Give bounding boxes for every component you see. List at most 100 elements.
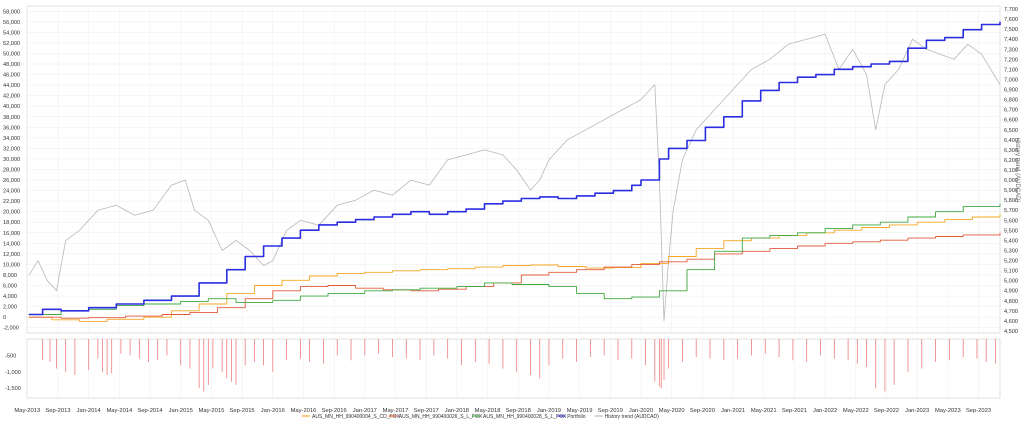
left-tick-label: 14,000 — [3, 241, 20, 247]
left-tick-label: 34,000 — [3, 136, 20, 142]
drawdown-bar — [203, 339, 205, 392]
x-tick-label: Sep-2014 — [137, 408, 163, 414]
drawdown-bar — [562, 339, 564, 359]
left-tick-label: 58,000 — [3, 9, 20, 15]
drawdown-bar — [695, 339, 697, 358]
drawdown-bar — [120, 339, 122, 354]
right-axis: 7,700 7,600 7,500 7,400 7,300 7,200 7,100 7,000… — [1004, 7, 1018, 335]
right-tick-label: 5,600 — [1004, 218, 1018, 224]
drawdown-bar — [603, 339, 605, 356]
drawdown-bar — [474, 339, 476, 362]
drawdown-bar — [157, 339, 159, 361]
drawdown-bar — [148, 339, 149, 362]
left-tick-label: 2,000 — [3, 305, 17, 311]
drawdown-bar — [502, 339, 504, 369]
left-tick-label: 40,000 — [3, 104, 20, 110]
drawdown-bar — [235, 339, 237, 385]
drawdown-bar — [244, 339, 246, 366]
x-tick-label: May-2019 — [567, 408, 593, 414]
right-axis-label: History trend (AUDCAD) — [1014, 137, 1020, 202]
drawdown-bar — [309, 339, 311, 362]
right-tick-label: 6,500 — [1004, 128, 1018, 134]
drawdown-bar — [994, 339, 996, 364]
left-tick-label: 56,000 — [3, 20, 20, 26]
drawdown-bar — [97, 339, 99, 359]
grid-layer — [26, 5, 1001, 399]
x-tick-label: Jan-2019 — [537, 408, 561, 414]
left-tick-label: 0 — [3, 315, 6, 321]
left-axis: 58,000 56,000 54,000 52,000 50,000 48,000 46,0… — [3, 9, 20, 331]
left-tick-label: 46,000 — [3, 73, 20, 79]
right-tick-label: 5,500 — [1004, 228, 1018, 234]
right-tick-label: 7,200 — [1004, 57, 1018, 63]
x-tick-label: Sep-2013 — [45, 408, 70, 414]
left-tick-label: 18,000 — [3, 220, 20, 226]
drawdown-bar — [976, 339, 978, 359]
drawdown-bar — [189, 339, 191, 369]
drawdown-bar — [935, 339, 936, 362]
drawdown-bar — [833, 339, 835, 359]
drawdown-bar — [42, 339, 44, 361]
right-tick-label: 6,400 — [1004, 138, 1018, 144]
drawdown-bar — [102, 339, 103, 372]
left-tick-label: 36,000 — [3, 125, 20, 131]
drawdown-plot — [42, 339, 996, 392]
drawdown-bar — [589, 339, 591, 358]
drawdown-bar — [111, 339, 113, 374]
drawdown-tick-label: -1,500 — [5, 386, 21, 392]
x-tick-label: Jan-2014 — [77, 408, 102, 414]
legend-item[interactable]: AUS_MN_HH_990400028_S_L_FOX — [473, 414, 567, 420]
left-tick-label: 8,000 — [3, 273, 17, 279]
drawdown-bar — [907, 339, 909, 372]
drawdown-tick-label: -1,000 — [5, 370, 21, 376]
x-tick-label: Jan-2015 — [169, 408, 193, 414]
legend-item[interactable]: Portfolio — [557, 414, 586, 420]
drawdown-plot-frame — [26, 338, 1001, 399]
left-tick-label: 6,000 — [3, 284, 17, 290]
x-tick-label: Jan-2018 — [445, 408, 469, 414]
drawdown-bar — [49, 339, 51, 362]
right-tick-label: 6,900 — [1004, 88, 1018, 94]
left-tick-label: 52,000 — [3, 41, 20, 47]
drawdown-bar — [74, 339, 76, 376]
x-tick-label: Sep-2021 — [782, 408, 807, 414]
x-tick-label: May-2016 — [291, 408, 317, 414]
legend[interactable]: AUS_MN_HH_990400004_S_CD_FOXAUS_MN_HH_99… — [302, 414, 659, 420]
drawdown-bar — [299, 339, 301, 359]
drawdown-bar — [207, 339, 209, 385]
legend-label: AUS_MN_HH_990400026_S_L_FOX — [399, 414, 483, 420]
drawdown-bar — [129, 339, 131, 356]
series-line-aus-mn-hh-990400026-s-l-fox — [28, 232, 1001, 319]
drawdown-bar — [709, 339, 711, 359]
x-tick-label: Sep-2023 — [966, 408, 991, 414]
x-tick-label: Jan-2017 — [353, 408, 377, 414]
right-tick-label: 6,600 — [1004, 118, 1018, 124]
legend-item[interactable]: AUS_MN_HH_990400026_S_L_FOX — [388, 414, 483, 420]
drawdown-bar — [212, 339, 214, 369]
drawdown-tick-label: -500 — [5, 353, 16, 359]
x-tick-label: Jan-2023 — [905, 408, 929, 414]
drawdown-bar — [751, 339, 752, 356]
left-tick-label: 10,000 — [3, 262, 20, 268]
drawdown-bar — [539, 339, 541, 379]
drawdown-bar — [433, 339, 435, 356]
series-line-aus-mn-hh-990400028-s-l-fox — [28, 203, 1001, 315]
right-tick-label: 7,300 — [1004, 47, 1018, 53]
drawdown-axis: -500 -1,000 -1,500 — [5, 353, 21, 392]
x-tick-label: Sep-2016 — [322, 408, 347, 414]
right-tick-label: 6,100 — [1004, 168, 1018, 174]
x-tick-label: Sep-2015 — [230, 408, 255, 414]
x-tick-label: Sep-2020 — [690, 408, 715, 414]
series-line-history-trend-audcad- — [28, 33, 1001, 322]
legend-item[interactable]: AUS_MN_HH_990400004_S_CD_FOX — [302, 414, 400, 420]
drawdown-bar — [792, 339, 794, 361]
left-tick-label: 32,000 — [3, 146, 20, 152]
drawdown-bar — [856, 339, 858, 364]
x-tick-label: Jan-2021 — [721, 408, 745, 414]
drawdown-bar — [488, 339, 490, 364]
x-tick-label: Sep-2019 — [598, 408, 623, 414]
legend-item[interactable]: History trend (AUDCAD) — [594, 414, 660, 420]
x-tick-label: May-2020 — [659, 408, 685, 414]
drawdown-bar — [530, 339, 531, 376]
